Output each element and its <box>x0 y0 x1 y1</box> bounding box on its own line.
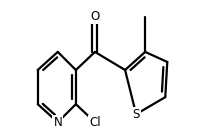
Text: N: N <box>53 116 62 129</box>
Text: Cl: Cl <box>89 116 101 129</box>
Text: S: S <box>133 108 140 121</box>
Text: O: O <box>90 10 100 23</box>
